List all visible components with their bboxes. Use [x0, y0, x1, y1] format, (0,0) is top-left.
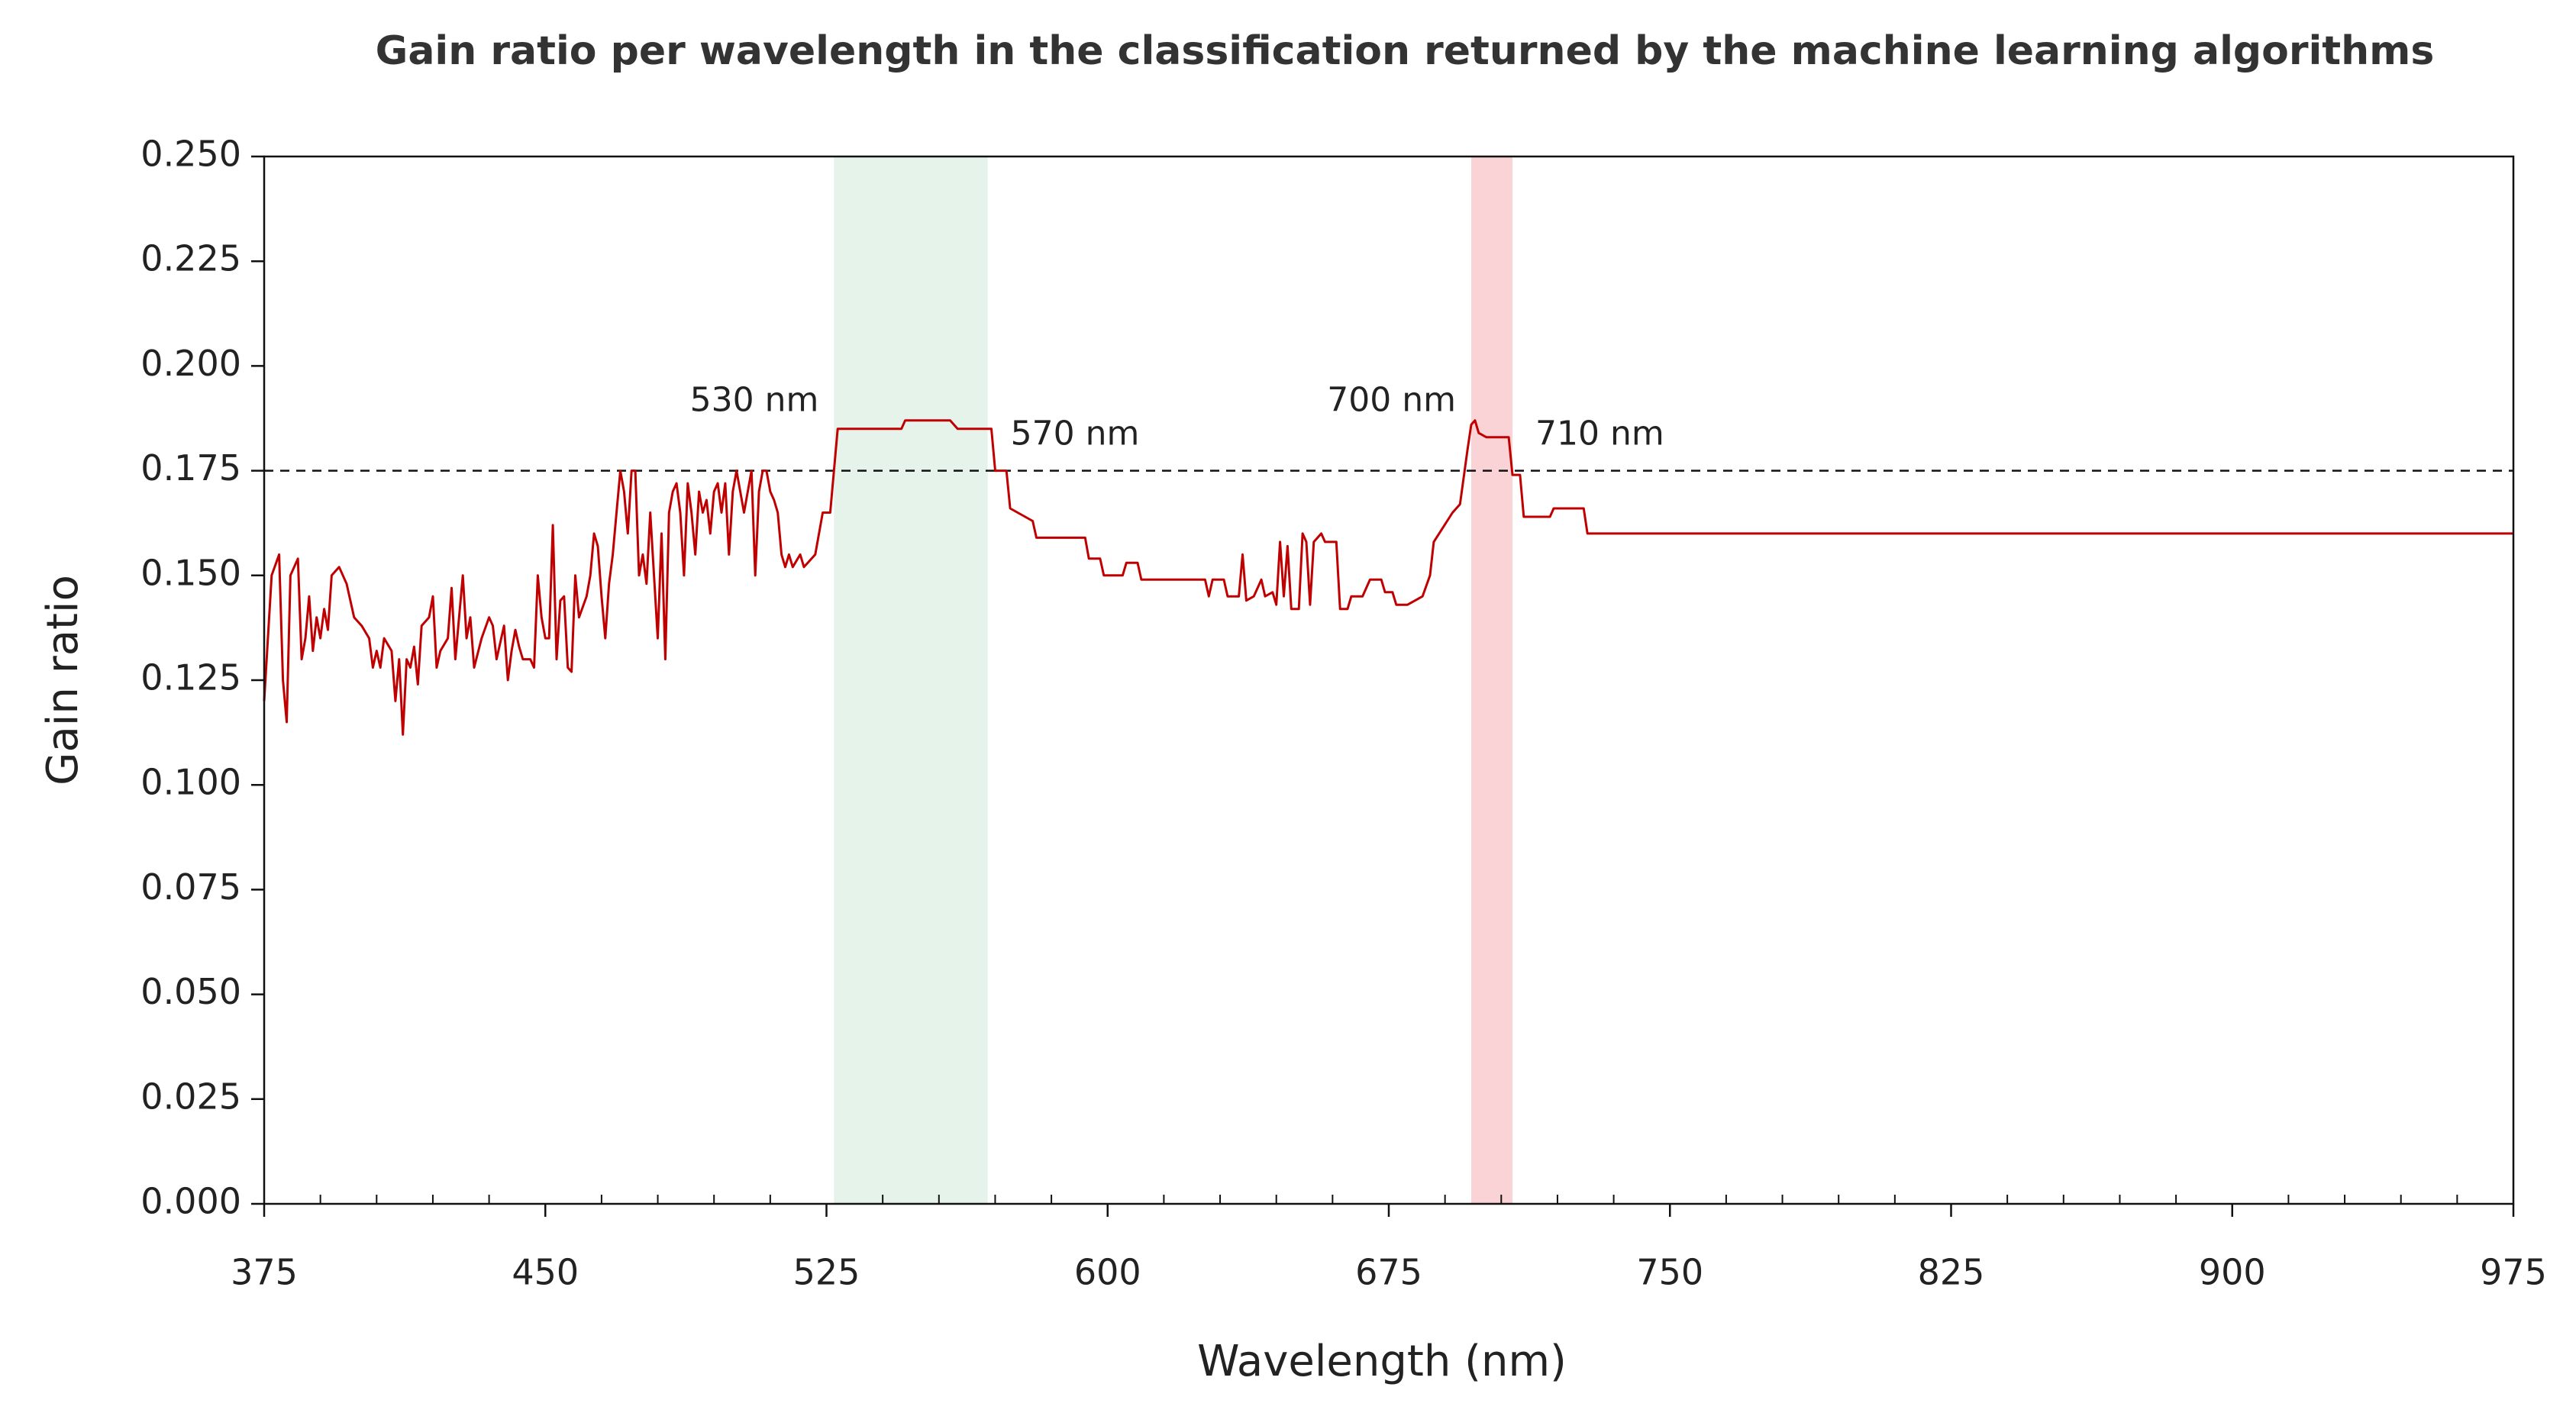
band-label: 530 nm [690, 381, 819, 420]
y-tick-label: 0.250 [140, 134, 241, 175]
y-tick-label: 0.075 [140, 866, 241, 908]
y-axis-title: Gain ratio [38, 575, 88, 786]
chart-title: Gain ratio per wavelength in the classif… [376, 28, 2435, 74]
x-tick-label: 975 [2480, 1252, 2547, 1293]
data-line [263, 419, 2513, 736]
band-label: 570 nm [1011, 415, 1140, 453]
band-label: 710 nm [1535, 415, 1664, 453]
x-tick-label: 525 [793, 1252, 860, 1293]
x-tick-label: 825 [1918, 1252, 1985, 1293]
x-tick-label: 600 [1074, 1252, 1141, 1293]
y-tick-label: 0.175 [140, 447, 241, 489]
y-tick-label: 0.125 [140, 657, 241, 698]
x-tick-label: 750 [1636, 1252, 1703, 1293]
highlight-band [834, 156, 988, 1204]
y-tick-label: 0.000 [140, 1181, 241, 1222]
plot-frame [263, 155, 2515, 1205]
x-tick-label: 375 [231, 1252, 298, 1293]
highlight-band [1471, 156, 1513, 1204]
y-tick-label: 0.225 [140, 238, 241, 279]
y-tick-label: 0.200 [140, 343, 241, 384]
y-tick-label: 0.150 [140, 552, 241, 593]
y-tick-label: 0.100 [140, 762, 241, 803]
band-label: 700 nm [1327, 381, 1456, 420]
x-tick-label: 900 [2199, 1252, 2266, 1293]
x-tick-label: 675 [1355, 1252, 1422, 1293]
y-tick-label: 0.025 [140, 1076, 241, 1117]
y-tick-label: 0.050 [140, 971, 241, 1012]
x-axis-title: Wavelength (nm) [1197, 1337, 1567, 1386]
x-tick-label: 450 [512, 1252, 579, 1293]
